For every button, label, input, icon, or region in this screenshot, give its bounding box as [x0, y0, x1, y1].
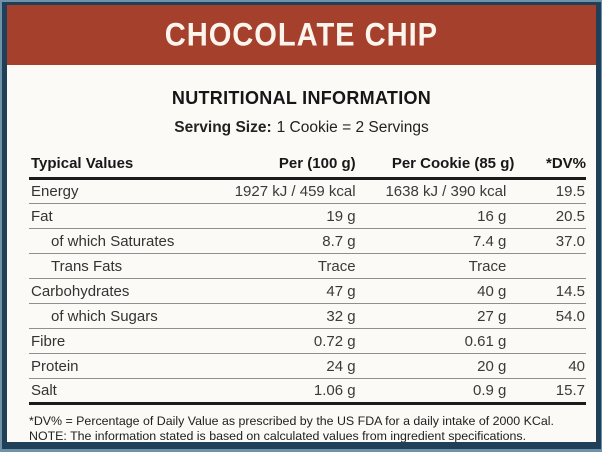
row-dv-percent: 54.0 [516, 303, 586, 329]
row-per-cookie: 7.4 g [357, 228, 517, 254]
row-label: Fat [29, 203, 219, 229]
row-label: Protein [29, 353, 219, 379]
table-row: Fat 19 g 16 g 20.5 [29, 203, 586, 229]
row-per-cookie: 1638 kJ / 390 kcal [357, 178, 517, 204]
table-row: Salt 1.06 g 0.9 g 15.7 [29, 378, 586, 405]
serving-size-line: Serving Size: 1 Cookie = 2 Servings [7, 119, 596, 137]
row-label: of which Saturates [29, 228, 219, 254]
column-header-typical-values: Typical Values [29, 153, 219, 180]
row-per-cookie: 40 g [357, 278, 517, 304]
footnote-note: NOTE: The information stated is based on… [29, 429, 527, 443]
row-label: Fibre [29, 328, 219, 354]
row-per-100g: 1.06 g [218, 378, 358, 405]
row-per-cookie: 0.61 g [357, 328, 517, 354]
row-dv-percent [516, 328, 586, 354]
row-dv-percent: 14.5 [516, 278, 586, 304]
row-label: Trans Fats [29, 253, 219, 279]
row-label: Salt [29, 378, 219, 405]
table-row: Carbohydrates 47 g 40 g 14.5 [29, 278, 586, 304]
row-per-100g: 47 g [218, 278, 358, 304]
row-per-100g: 0.72 g [218, 328, 358, 354]
row-per-100g: 8.7 g [218, 228, 358, 254]
row-dv-percent [516, 253, 586, 279]
row-per-100g: 24 g [218, 353, 358, 379]
column-header-per-cookie: Per Cookie (85 g) [357, 153, 517, 180]
row-per-100g: Trace [218, 253, 358, 279]
footnotes: *DV% = Percentage of Daily Value as pres… [29, 414, 578, 443]
row-label: of which Sugars [29, 303, 219, 329]
nutritional-information-heading: NUTRITIONAL INFORMATION [171, 88, 432, 108]
table-row: Energy 1927 kJ / 459 kcal 1638 kJ / 390 … [29, 178, 586, 204]
serving-size-value: 1 Cookie = 2 Servings [276, 119, 429, 136]
row-per-100g: 32 g [218, 303, 358, 329]
row-dv-percent: 15.7 [516, 378, 586, 405]
row-dv-percent: 37.0 [516, 228, 586, 254]
table-row: Fibre 0.72 g 0.61 g [29, 328, 586, 354]
row-per-cookie: 0.9 g [357, 378, 517, 405]
row-per-cookie: Trace [357, 253, 517, 279]
row-per-cookie: 20 g [357, 353, 517, 379]
product-title: CHOCOLATE CHIP [164, 15, 439, 54]
row-per-cookie: 27 g [357, 303, 517, 329]
table-row: Trans Fats Trace Trace [29, 253, 586, 279]
serving-size-label: Serving Size: [174, 119, 272, 136]
nutrition-table: Typical Values Per (100 g) Per Cookie (8… [29, 153, 586, 405]
row-dv-percent: 40 [516, 353, 586, 379]
row-per-100g: 19 g [218, 203, 358, 229]
product-banner: CHOCOLATE CHIP [7, 5, 596, 65]
row-dv-percent: 20.5 [516, 203, 586, 229]
row-per-100g: 1927 kJ / 459 kcal [218, 178, 358, 204]
column-header-dv-percent: *DV% [516, 153, 586, 180]
row-label: Carbohydrates [29, 278, 219, 304]
column-header-per-100g: Per (100 g) [218, 153, 358, 180]
table-row: of which Sugars 32 g 27 g 54.0 [29, 303, 586, 329]
table-row: of which Saturates 8.7 g 7.4 g 37.0 [29, 228, 586, 254]
table-header-row: Typical Values Per (100 g) Per Cookie (8… [29, 153, 586, 180]
row-label: Energy [29, 178, 219, 204]
row-dv-percent: 19.5 [516, 178, 586, 204]
row-per-cookie: 16 g [357, 203, 517, 229]
table-row: Protein 24 g 20 g 40 [29, 353, 586, 379]
footnote-dv-definition: *DV% = Percentage of Daily Value as pres… [29, 414, 554, 428]
